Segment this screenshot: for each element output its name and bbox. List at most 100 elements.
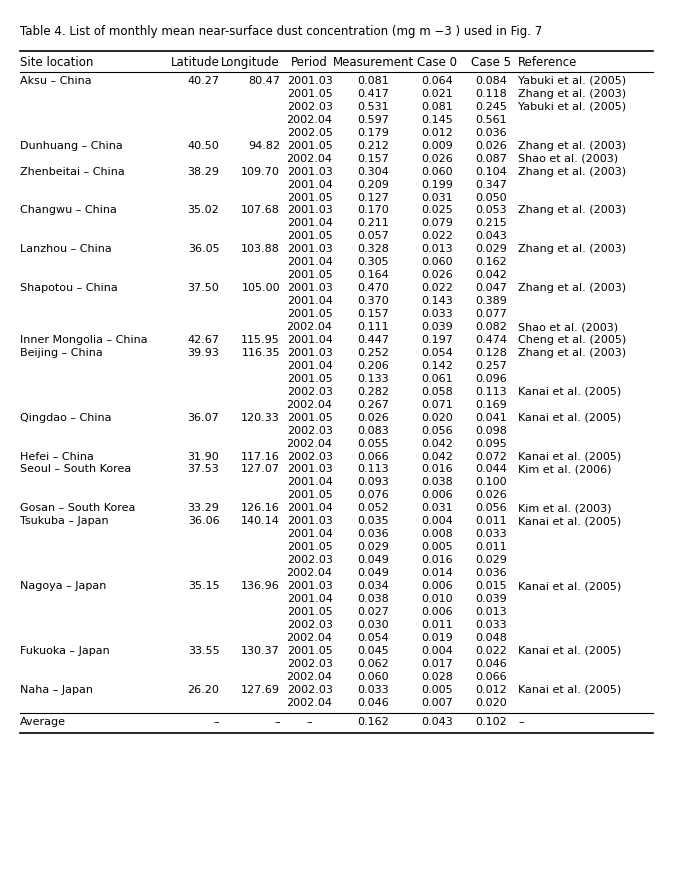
Text: Dunhuang – China: Dunhuang – China [20,141,123,150]
Text: 116.35: 116.35 [242,348,280,358]
Text: 2001.04: 2001.04 [287,179,332,190]
Text: 105.00: 105.00 [242,284,280,293]
Text: 0.081: 0.081 [421,102,454,112]
Text: Kanai et al. (2005): Kanai et al. (2005) [518,684,621,695]
Text: Aksu – China: Aksu – China [20,76,92,86]
Text: Average: Average [20,717,66,726]
Text: 0.060: 0.060 [358,672,389,682]
Text: Changwu – China: Changwu – China [20,206,117,215]
Text: 0.077: 0.077 [475,309,507,319]
Text: Zhang et al. (2003): Zhang et al. (2003) [518,284,627,293]
Text: 2002.04: 2002.04 [287,438,332,449]
Text: 0.010: 0.010 [422,594,453,604]
Text: Table 4. List of monthly mean near-surface dust concentration (mg m −3 ) used in: Table 4. List of monthly mean near-surfa… [20,24,542,38]
Text: Kanai et al. (2005): Kanai et al. (2005) [518,646,621,655]
Text: 0.083: 0.083 [357,425,390,436]
Text: Zhang et al. (2003): Zhang et al. (2003) [518,206,627,215]
Text: 0.055: 0.055 [358,438,389,449]
Text: 36.05: 36.05 [188,244,219,255]
Text: 0.015: 0.015 [476,581,507,591]
Text: 0.039: 0.039 [475,594,507,604]
Text: 0.133: 0.133 [358,374,389,384]
Text: Cheng et al. (2005): Cheng et al. (2005) [518,335,627,345]
Text: Qingdao – China: Qingdao – China [20,413,112,423]
Text: 0.021: 0.021 [421,89,454,99]
Text: 2002.04: 2002.04 [287,697,332,708]
Text: 2001.04: 2001.04 [287,594,332,604]
Text: 0.199: 0.199 [421,179,454,190]
Text: 2001.05: 2001.05 [287,413,332,423]
Text: 40.50: 40.50 [188,141,219,150]
Text: 2002.03: 2002.03 [287,684,332,695]
Text: 2001.05: 2001.05 [287,231,332,242]
Text: 0.056: 0.056 [476,503,507,514]
Text: 0.066: 0.066 [358,452,389,461]
Text: 0.102: 0.102 [475,717,507,726]
Text: 0.007: 0.007 [421,697,454,708]
Text: 0.081: 0.081 [357,76,390,86]
Text: Tsukuba – Japan: Tsukuba – Japan [20,516,109,526]
Text: 2002.03: 2002.03 [287,555,332,565]
Text: 2001.05: 2001.05 [287,607,332,617]
Text: Kanai et al. (2005): Kanai et al. (2005) [518,452,621,461]
Text: 2002.04: 2002.04 [287,672,332,682]
Text: 0.036: 0.036 [476,568,507,578]
Text: 0.054: 0.054 [421,348,454,358]
Text: 2001.05: 2001.05 [287,490,332,500]
Text: 2001.05: 2001.05 [287,374,332,384]
Text: 0.057: 0.057 [357,231,390,242]
Text: 0.079: 0.079 [421,219,454,228]
Text: 0.043: 0.043 [421,717,454,726]
Text: Kanai et al. (2005): Kanai et al. (2005) [518,516,621,526]
Text: Beijing – China: Beijing – China [20,348,103,358]
Text: 2002.03: 2002.03 [287,620,332,630]
Text: 0.045: 0.045 [357,646,390,655]
Text: 0.006: 0.006 [422,490,453,500]
Text: 0.561: 0.561 [476,115,507,125]
Text: 0.347: 0.347 [475,179,507,190]
Text: Zhang et al. (2003): Zhang et al. (2003) [518,166,627,177]
Text: 0.474: 0.474 [475,335,507,345]
Text: 0.054: 0.054 [357,633,390,643]
Text: 0.245: 0.245 [475,102,507,112]
Text: 0.033: 0.033 [476,620,507,630]
Text: 127.07: 127.07 [241,465,280,474]
Text: 0.060: 0.060 [422,166,453,177]
Text: 2001.05: 2001.05 [287,542,332,552]
Text: 0.211: 0.211 [357,219,390,228]
Text: 117.16: 117.16 [241,452,280,461]
Text: –: – [518,717,524,726]
Text: 0.016: 0.016 [422,465,453,474]
Text: 140.14: 140.14 [241,516,280,526]
Text: 2001.04: 2001.04 [287,335,332,345]
Text: 2002.04: 2002.04 [287,322,332,332]
Text: 2002.03: 2002.03 [287,425,332,436]
Text: 0.042: 0.042 [421,452,454,461]
Text: 37.50: 37.50 [188,284,219,293]
Text: –: – [214,717,219,726]
Text: 0.142: 0.142 [421,360,454,371]
Text: Zhang et al. (2003): Zhang et al. (2003) [518,348,627,358]
Text: Shao et al. (2003): Shao et al. (2003) [518,154,618,164]
Text: 2001.05: 2001.05 [287,309,332,319]
Text: 0.036: 0.036 [476,128,507,137]
Text: 0.046: 0.046 [475,659,507,668]
Text: 0.170: 0.170 [357,206,390,215]
Text: 0.328: 0.328 [357,244,390,255]
Text: 0.022: 0.022 [475,646,507,655]
Text: 0.179: 0.179 [357,128,390,137]
Text: 0.597: 0.597 [357,115,390,125]
Text: 107.68: 107.68 [241,206,280,215]
Text: 115.95: 115.95 [241,335,280,345]
Text: Kanai et al. (2005): Kanai et al. (2005) [518,387,621,396]
Text: 0.062: 0.062 [357,659,390,668]
Text: 2001.03: 2001.03 [287,465,332,474]
Text: 120.33: 120.33 [241,413,280,423]
Text: 0.417: 0.417 [357,89,390,99]
Text: 0.064: 0.064 [421,76,454,86]
Text: 2001.03: 2001.03 [287,516,332,526]
Text: 0.157: 0.157 [357,154,390,164]
Text: 0.019: 0.019 [421,633,454,643]
Text: Case 0: Case 0 [417,56,458,69]
Text: 36.07: 36.07 [188,413,219,423]
